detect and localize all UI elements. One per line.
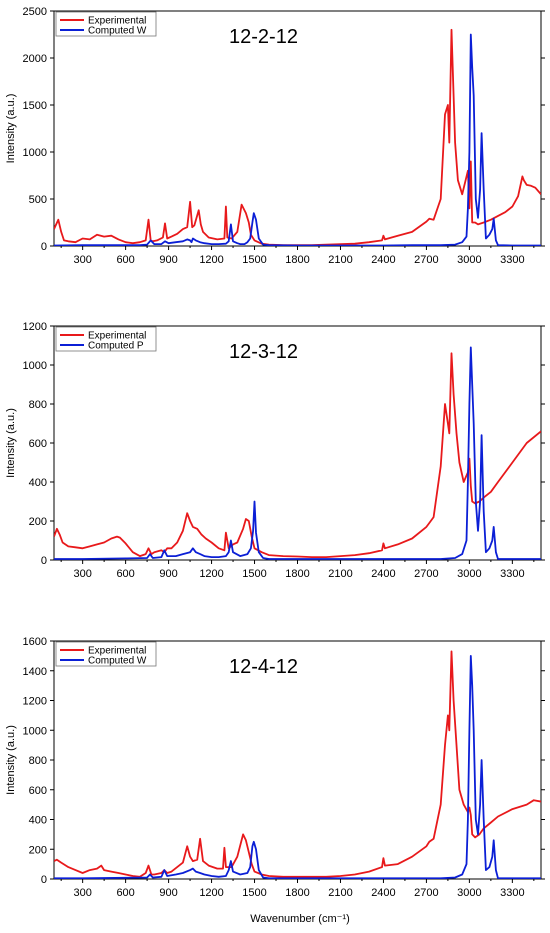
x-tick-label: 2700: [414, 254, 438, 266]
y-tick-label: 1000: [23, 725, 47, 737]
x-tick-label: 2400: [371, 887, 395, 899]
x-tick-label: 1800: [285, 254, 309, 266]
x-tick-label: 600: [116, 254, 134, 266]
series-line-experimental: [54, 28, 541, 246]
chart-panel-3: 300 600 900 1200 1500 1800 2100 2400 2700 3000 330…: [5, 636, 545, 899]
x-tick-label: 3300: [500, 568, 524, 580]
legend-entry: Computed W: [88, 26, 147, 37]
x-tick-label: 1500: [242, 568, 266, 580]
x-tick-label: 900: [159, 254, 177, 266]
y-tick-label: 1400: [23, 666, 47, 678]
y-axis-label: Intensity (a.u.): [5, 94, 17, 164]
y-axis-label: Intensity (a.u.): [5, 408, 17, 478]
panel-title: 12-3-12: [229, 341, 298, 363]
x-tick-label: 2400: [371, 568, 395, 580]
legend-entry: Computed W: [88, 656, 147, 667]
x-tick-label: 1500: [242, 887, 266, 899]
y-axis-label: Intensity (a.u.): [5, 725, 17, 795]
series-line-computed-w: [54, 33, 541, 246]
series-line-experimental: [54, 352, 541, 558]
x-tick-label: 300: [73, 568, 91, 580]
y-tick-label: 2000: [23, 53, 47, 65]
y-tick-label: 0: [41, 874, 47, 886]
y-tick-label: 0: [41, 555, 47, 567]
y-tick-label: 2500: [23, 6, 47, 18]
y-tick-label: 400: [29, 477, 47, 489]
x-tick-label: 900: [159, 887, 177, 899]
y-tick-label: 800: [29, 399, 47, 411]
y-tick-label: 200: [29, 516, 47, 528]
y-tick-label: 600: [29, 785, 47, 797]
x-tick-label: 2100: [328, 887, 352, 899]
legend-box: [55, 326, 157, 352]
y-tick-label: 0: [41, 241, 47, 253]
x-tick-label: 1800: [285, 568, 309, 580]
legend-box: [55, 641, 157, 667]
x-tick-label: 3300: [500, 254, 524, 266]
y-tick-label: 1500: [23, 100, 47, 112]
x-tick-label: 1200: [199, 568, 223, 580]
x-tick-label: 2700: [414, 887, 438, 899]
y-tick-label: 1000: [23, 360, 47, 372]
x-tick-label: 900: [159, 568, 177, 580]
y-tick-label: 1200: [23, 321, 47, 333]
series-line-computed-p: [54, 346, 541, 560]
y-tick-label: 800: [29, 755, 47, 767]
legend-entry: Experimental: [88, 331, 146, 342]
y-tick-label: 1200: [23, 696, 47, 708]
y-tick-label: 1600: [23, 636, 47, 648]
x-tick-label: 300: [73, 887, 91, 899]
panel-title: 12-4-12: [229, 656, 298, 678]
y-tick-label: 400: [29, 815, 47, 827]
y-tick-label: 600: [29, 438, 47, 450]
x-tick-label: 300: [73, 254, 91, 266]
x-tick-label: 3000: [457, 254, 481, 266]
x-tick-label: 2700: [414, 568, 438, 580]
legend-entry: Computed P: [88, 341, 144, 352]
y-tick-label: 200: [29, 844, 47, 856]
panel-title: 12-2-12: [229, 26, 298, 48]
chart-panel-1: 300 600 900 1200 1500 1800 2100 2400 2700 3000 330…: [5, 6, 545, 266]
x-tick-label: 600: [116, 568, 134, 580]
legend-entry: Experimental: [88, 646, 146, 657]
x-tick-label: 3000: [457, 568, 481, 580]
x-tick-label: 1500: [242, 254, 266, 266]
chart-panel-2: 300 600 900 1200 1500 1800 2100 2400 2700 3000 330…: [5, 321, 545, 580]
x-tick-label: 3300: [500, 887, 524, 899]
x-tick-label: 2100: [328, 254, 352, 266]
x-tick-label: 2100: [328, 568, 352, 580]
legend-entry: Experimental: [88, 16, 146, 27]
legend-box: [55, 11, 157, 37]
y-tick-label: 1000: [23, 147, 47, 159]
series-line-computed-w: [54, 655, 541, 879]
x-tick-label: 3000: [457, 887, 481, 899]
x-tick-label: 1800: [285, 887, 309, 899]
x-tick-label: 1200: [199, 887, 223, 899]
x-tick-label: 1200: [199, 254, 223, 266]
y-tick-label: 500: [29, 194, 47, 206]
x-tick-label: 600: [116, 887, 134, 899]
x-axis-label: Wavenumber (cm⁻¹): [250, 913, 350, 925]
x-tick-label: 2400: [371, 254, 395, 266]
